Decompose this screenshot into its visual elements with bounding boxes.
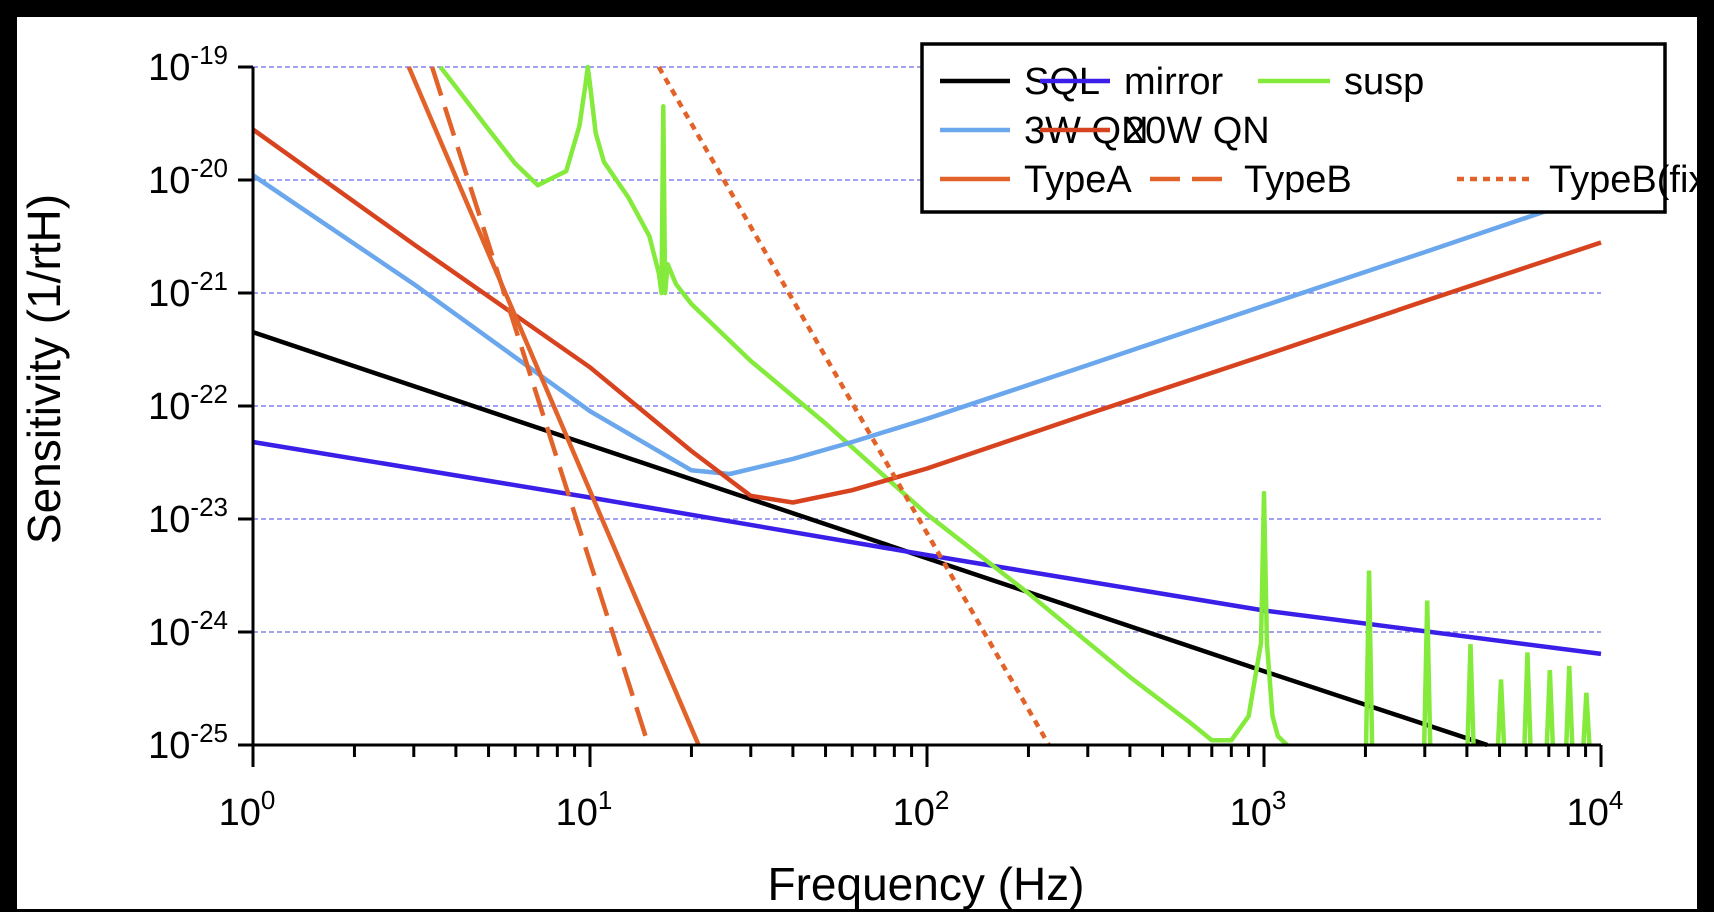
series-line-3w-qn: [251, 173, 1560, 477]
y-tick-label: 10-21: [148, 266, 228, 315]
series-line-typeb-fix-: [656, 65, 1051, 747]
legend-box: [920, 42, 1667, 214]
axes: 10-19 10-20 10-21 10-22 10-23 10-24 10-25 100 10…: [148, 40, 1623, 834]
x-axis-label: Frequency (Hz): [768, 858, 1085, 910]
y-tick-label: 10-23: [148, 492, 228, 541]
series-line-sql: [252, 330, 1489, 748]
series-line-typea: [406, 66, 701, 746]
legend-label: TypeB(fix): [1549, 159, 1714, 201]
x-tick-label: 101: [556, 785, 613, 834]
legend-label: 20W QN: [1124, 110, 1270, 152]
susp-resonance-spike: [1522, 652, 1533, 746]
y-axis-label: Sensitivity (1/rtH): [18, 194, 70, 544]
series-lines: [251, 64, 1602, 748]
y-tick-label: 10-20: [148, 153, 228, 202]
y-tick-label: 10-24: [148, 605, 228, 654]
series-line-mirror: [252, 439, 1602, 657]
y-tick-label: 10-22: [148, 379, 228, 428]
series-line-typeb: [429, 66, 651, 746]
x-tick-label: 103: [1230, 785, 1287, 834]
susp-resonance-spike: [1421, 600, 1433, 746]
susp-resonance-spike: [1495, 679, 1507, 746]
susp-resonance-spike: [1564, 665, 1575, 746]
series-line-susp: [438, 64, 1289, 747]
susp-resonance-spike: [1363, 570, 1375, 746]
series-line-20w-qn: [251, 127, 1602, 505]
legend-label: TypeB: [1244, 159, 1352, 201]
susp-resonance-spike: [1544, 670, 1556, 746]
legend-label: mirror: [1124, 61, 1224, 103]
x-tick-label: 102: [893, 785, 950, 834]
x-tick-label: 100: [219, 785, 276, 834]
y-tick-label: 10-25: [148, 718, 228, 767]
susp-resonance-spike: [1581, 692, 1592, 746]
x-tick-label: 104: [1567, 785, 1624, 834]
y-tick-label: 10-19: [148, 40, 228, 89]
legend-label: TypeA: [1024, 159, 1132, 201]
legend-label: susp: [1344, 61, 1424, 103]
susp-resonance-spike: [1465, 644, 1476, 746]
